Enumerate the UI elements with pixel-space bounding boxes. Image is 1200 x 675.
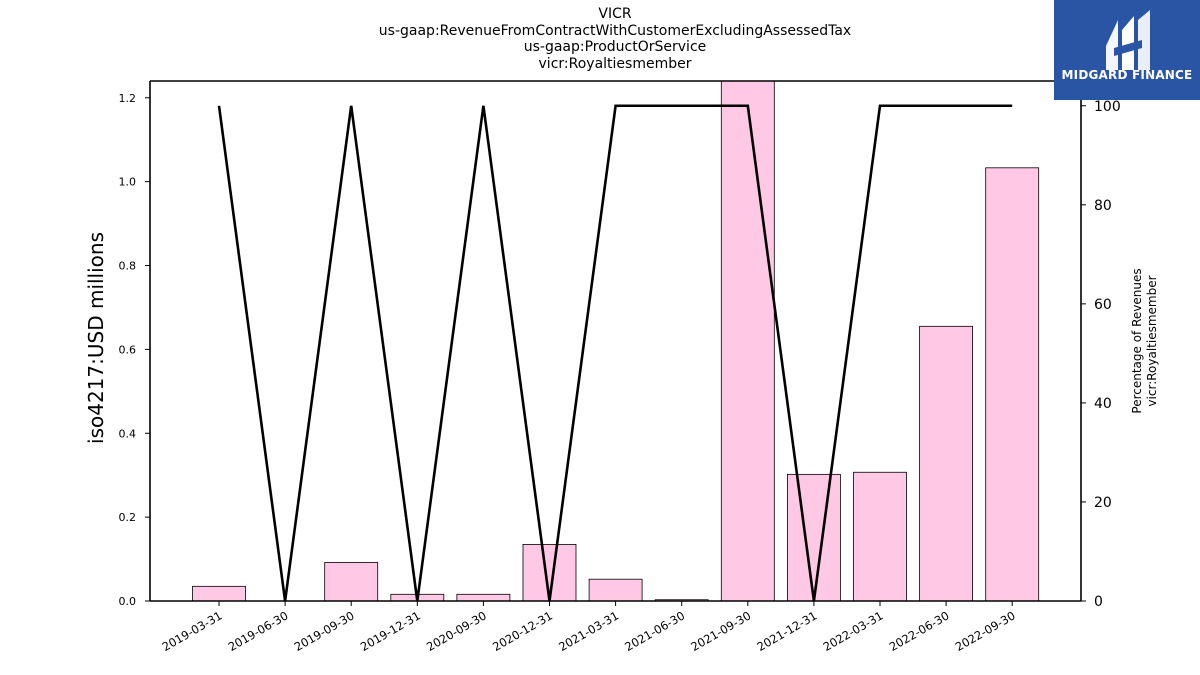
y2-tick-label: 80 — [1094, 198, 1112, 214]
y-tick-label: 0.8 — [119, 260, 137, 273]
chart-title-line-4: vicr:Royaltiesmember — [538, 55, 692, 72]
x-tick-label: 2021-09-30 — [688, 608, 753, 654]
y-tick-label: 0.2 — [119, 511, 137, 524]
bar — [720, 80, 775, 602]
y-tick-label: 0.4 — [119, 427, 137, 440]
x-tick-label: 2019-06-30 — [226, 608, 291, 654]
y2-tick-label: 0 — [1094, 594, 1103, 610]
y2-tick-label: 100 — [1094, 99, 1121, 115]
midgard-finance-logo: MIDGARD FINANCE — [1054, 0, 1200, 100]
logo-text: MIDGARD FINANCE — [1061, 68, 1193, 82]
x-tick-label: 2021-12-31 — [755, 608, 820, 654]
percentage-line — [217, 104, 1013, 602]
bar — [787, 473, 841, 602]
bar — [456, 593, 511, 602]
y2-tick-label: 40 — [1094, 396, 1112, 412]
chart-title-line-1: VICR — [598, 6, 632, 22]
midgard-logo-icon — [1106, 10, 1150, 70]
y2-axis-label: Percentage of Revenues — [1130, 268, 1144, 413]
x-tick-label: 2022-06-30 — [887, 608, 952, 654]
x-tick-label: 2020-12-31 — [490, 608, 555, 654]
chart-title-line-2: us-gaap:RevenueFromContractWithCustomerE… — [378, 22, 852, 39]
y-tick-label: 1.2 — [119, 92, 137, 105]
y2-axis-label: vicr:Royaltiesmember — [1145, 275, 1159, 406]
bar — [985, 167, 1040, 602]
bar — [853, 471, 907, 602]
x-tick-label: 2019-03-31 — [160, 608, 225, 654]
y-tick-label: 1.0 — [119, 176, 137, 189]
y-tick-label: 0.0 — [119, 595, 137, 608]
x-tick-label: 2021-06-30 — [622, 608, 687, 654]
chart-title-line-3: us-gaap:ProductOrService — [523, 39, 707, 55]
chart-title: VICR us-gaap:RevenueFromContractWithCust… — [0, 6, 1200, 72]
x-tick-label: 2022-09-30 — [953, 608, 1018, 654]
y2-tick-label: 60 — [1094, 297, 1112, 313]
bar — [192, 585, 246, 602]
x-tick-label: 2021-03-31 — [556, 608, 621, 654]
x-tick-label: 2019-09-30 — [292, 608, 357, 654]
bar — [588, 578, 643, 602]
x-tick-label: 2019-12-31 — [358, 608, 423, 654]
y-tick-label: 0.6 — [119, 343, 137, 356]
x-tick-label: 2020-09-30 — [424, 608, 489, 654]
x-tick-label: 2022-03-31 — [821, 608, 886, 654]
bar — [324, 562, 379, 602]
y-axis-label: iso4217:USD millions — [84, 232, 108, 444]
bar — [919, 325, 973, 602]
y2-tick-label: 20 — [1094, 495, 1112, 511]
